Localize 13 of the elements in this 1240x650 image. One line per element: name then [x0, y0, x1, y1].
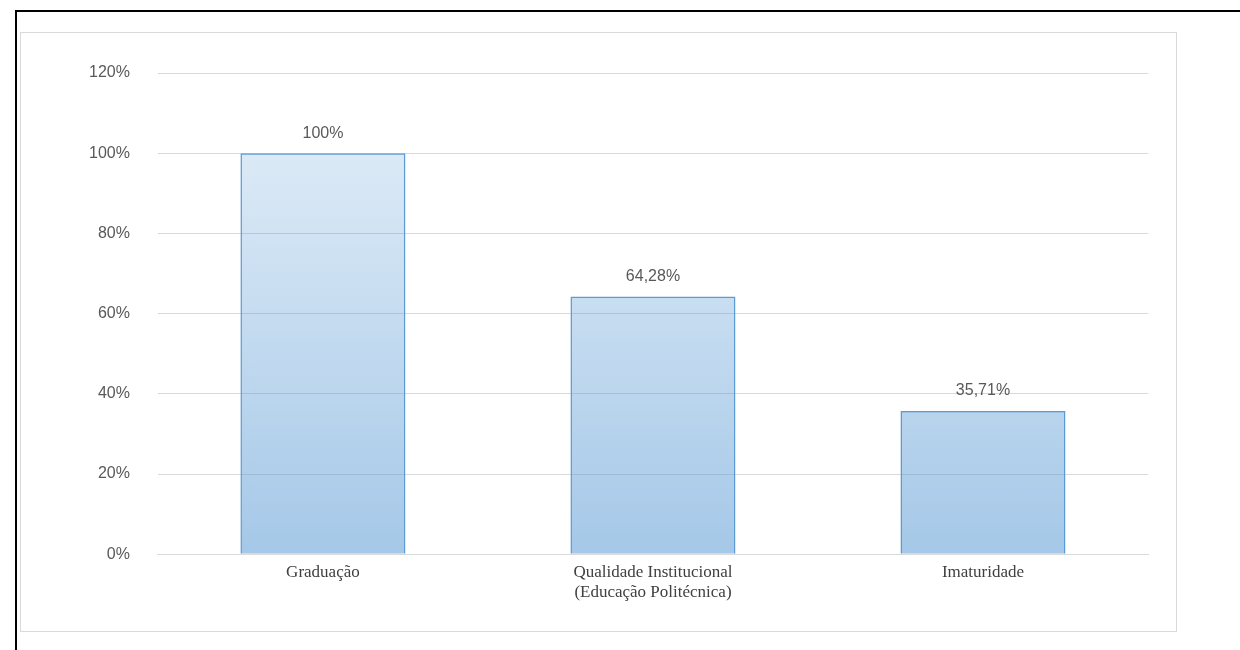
y-tick-label: 80%	[97, 223, 130, 241]
y-tick-label: 120%	[89, 63, 130, 81]
data-label: 64,28%	[625, 266, 681, 284]
y-tick-label: 20%	[97, 464, 130, 482]
y-tick-label: 0%	[106, 544, 130, 562]
data-label: 100%	[302, 123, 344, 141]
x-tick-label: Graduação	[286, 561, 360, 581]
x-tick-label: Qualidade Institucional (Educação Politécnica)	[573, 561, 733, 602]
y-tick-label: 40%	[97, 384, 130, 402]
y-tick-label: 100%	[89, 143, 130, 161]
y-tick-label: 60%	[97, 304, 130, 322]
data-label: 35,71%	[955, 381, 1011, 399]
x-tick-label: Imaturidade	[941, 561, 1025, 581]
